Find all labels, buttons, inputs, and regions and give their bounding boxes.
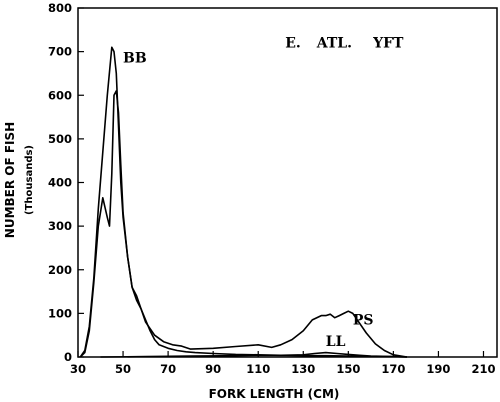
x-axis: 30 50 70 90 110 130 150 170 190 210 bbox=[70, 351, 495, 376]
y-axis-title: NUMBER OF FISH bbox=[3, 122, 17, 238]
annotation-label: ATL. bbox=[316, 35, 352, 51]
annotation-layer: E. ATL. YFT BB PS LL bbox=[123, 35, 404, 350]
x-tick-label: 50 bbox=[115, 362, 131, 376]
y-tick-label: 200 bbox=[48, 263, 72, 277]
y-tick-label: 400 bbox=[48, 176, 72, 190]
annotation-label: BB bbox=[123, 51, 147, 67]
x-tick-label: 130 bbox=[291, 362, 315, 376]
x-tick-label: 70 bbox=[160, 362, 176, 376]
series-line-ll bbox=[100, 351, 407, 358]
x-tick-label: 30 bbox=[70, 362, 86, 376]
y-axis-subtitle: (Thousands) bbox=[24, 145, 35, 215]
x-tick-label: 210 bbox=[471, 362, 495, 376]
x-tick-label: 110 bbox=[246, 362, 270, 376]
y-tick-label: 300 bbox=[48, 219, 72, 233]
y-tick-label: 800 bbox=[48, 1, 72, 15]
x-tick-label: 90 bbox=[205, 362, 221, 376]
x-tick-label: 170 bbox=[381, 362, 405, 376]
y-tick-label: 700 bbox=[48, 45, 72, 59]
annotation-label: YFT bbox=[372, 35, 404, 51]
x-tick-label: 190 bbox=[426, 362, 450, 376]
annotation-label: PS bbox=[353, 312, 374, 328]
y-tick-label: 500 bbox=[48, 132, 72, 146]
x-tick-label: 150 bbox=[336, 362, 360, 376]
series-line-ps bbox=[79, 90, 408, 358]
annotation-label: E. bbox=[285, 35, 301, 51]
annotation-label: LL bbox=[326, 334, 346, 350]
y-axis: 0 100 200 300 400 500 600 700 800 bbox=[48, 1, 84, 364]
y-tick-label: 600 bbox=[48, 88, 72, 102]
y-tick-label: 0 bbox=[64, 350, 72, 364]
series-layer bbox=[79, 46, 408, 358]
x-axis-title: FORK LENGTH (CM) bbox=[209, 387, 340, 401]
y-tick-label: 100 bbox=[48, 306, 72, 320]
series-line-bb bbox=[79, 46, 407, 358]
